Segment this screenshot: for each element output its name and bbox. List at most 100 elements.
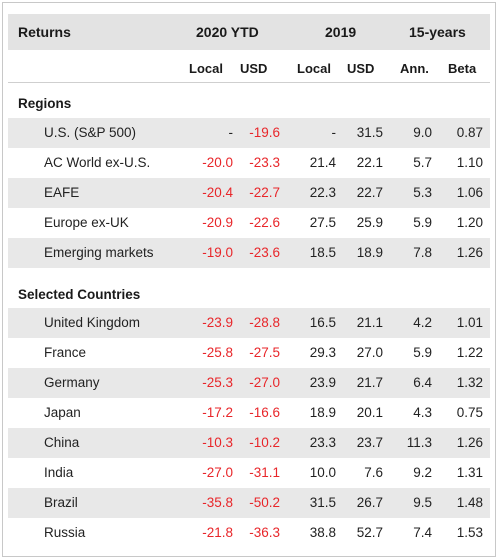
cell-y2019-local: 23.3 <box>309 435 336 450</box>
cell-y2019-usd: 31.5 <box>356 125 383 140</box>
cell-y2019-usd: 20.1 <box>356 405 383 420</box>
row-label: Emerging markets <box>44 245 154 260</box>
cell-ytd-usd: -23.6 <box>249 245 280 260</box>
cell-y2019-local: 21.4 <box>309 155 336 170</box>
cell-beta: 1.32 <box>456 375 483 390</box>
cell-beta: 1.26 <box>456 245 483 260</box>
cell-ytd-usd: -10.2 <box>249 435 280 450</box>
table-row: Brazil -35.8 -50.2 31.5 26.7 9.5 1.48 <box>8 488 490 518</box>
cell-ann: 5.9 <box>413 215 432 230</box>
row-label: Europe ex-UK <box>44 215 129 230</box>
cell-y2019-usd: 26.7 <box>356 495 383 510</box>
table-row: India -27.0 -31.1 10.0 7.6 9.2 1.31 <box>8 458 490 488</box>
cell-y2019-usd: 18.9 <box>356 245 383 260</box>
header-2019: 2019 <box>325 24 357 40</box>
cell-y2019-usd: 7.6 <box>364 465 383 480</box>
cell-ann: 9.5 <box>413 495 432 510</box>
cell-beta: 0.87 <box>456 125 483 140</box>
cell-y2019-local: 18.5 <box>309 245 336 260</box>
header-divider <box>8 82 490 83</box>
cell-ann: 9.2 <box>413 465 432 480</box>
subheader-2019-local: Local <box>297 61 331 76</box>
table-row: Emerging markets -19.0 -23.6 18.5 18.9 7.8 1.2… <box>8 238 490 268</box>
subheader-2019-usd: USD <box>347 61 375 76</box>
cell-ytd-local: -17.2 <box>202 405 233 420</box>
cell-ytd-local: -20.9 <box>202 215 233 230</box>
cell-ytd-local: -20.4 <box>202 185 233 200</box>
cell-y2019-usd: 21.1 <box>356 315 383 330</box>
subheader-beta: Beta <box>448 61 477 76</box>
cell-beta: 1.10 <box>456 155 483 170</box>
row-label: Brazil <box>44 495 78 510</box>
cell-ytd-local: -25.3 <box>202 375 233 390</box>
table-row: EAFE -20.4 -22.7 22.3 22.7 5.3 1.06 <box>8 178 490 208</box>
cell-ytd-usd: -36.3 <box>249 525 280 540</box>
table-row: France -25.8 -27.5 29.3 27.0 5.9 1.22 <box>8 338 490 368</box>
table-row: Germany -25.3 -27.0 23.9 21.7 6.4 1.32 <box>8 368 490 398</box>
row-label: Japan <box>44 405 81 420</box>
cell-ytd-usd: -27.5 <box>249 345 280 360</box>
cell-ann: 5.9 <box>413 345 432 360</box>
cell-y2019-local: - <box>331 125 337 140</box>
table-row: Russia -21.8 -36.3 38.8 52.7 7.4 1.53 <box>8 518 490 548</box>
table-row: AC World ex-U.S. -20.0 -23.3 21.4 22.1 5.7 1.1… <box>8 148 490 178</box>
cell-ytd-local: -21.8 <box>202 525 233 540</box>
cell-y2019-usd: 52.7 <box>356 525 383 540</box>
row-label: France <box>44 345 87 360</box>
cell-ann: 4.3 <box>413 405 432 420</box>
cell-ann: 5.3 <box>413 185 432 200</box>
cell-ytd-usd: -22.7 <box>249 185 280 200</box>
cell-y2019-local: 27.5 <box>309 215 336 230</box>
cell-ytd-usd: -19.6 <box>249 125 280 140</box>
row-label: Russia <box>44 525 86 540</box>
cell-y2019-local: 29.3 <box>309 345 336 360</box>
cell-y2019-usd: 27.0 <box>356 345 383 360</box>
cell-beta: 1.31 <box>456 465 483 480</box>
row-label: India <box>44 465 74 480</box>
cell-y2019-usd: 22.1 <box>356 155 383 170</box>
row-label: Germany <box>44 375 100 390</box>
cell-y2019-local: 22.3 <box>309 185 336 200</box>
cell-beta: 1.48 <box>456 495 483 510</box>
cell-ytd-local: -10.3 <box>202 435 233 450</box>
subheader-ytd-local: Local <box>189 61 223 76</box>
cell-ytd-usd: -28.8 <box>249 315 280 330</box>
cell-ann: 11.3 <box>406 435 432 450</box>
subheader-ann: Ann. <box>400 61 429 76</box>
cell-y2019-local: 18.9 <box>309 405 336 420</box>
cell-ytd-local: -19.0 <box>202 245 233 260</box>
cell-y2019-usd: 22.7 <box>356 185 383 200</box>
cell-ann: 7.8 <box>413 245 432 260</box>
cell-ann: 5.7 <box>413 155 432 170</box>
cell-ytd-usd: -27.0 <box>249 375 280 390</box>
table-row: Japan -17.2 -16.6 18.9 20.1 4.3 0.75 <box>8 398 490 428</box>
table-row: U.S. (S&P 500) - -19.6-31.5 9.0 0.87 <box>8 118 490 148</box>
cell-ytd-usd: -23.3 <box>249 155 280 170</box>
cell-ytd-local: -35.8 <box>202 495 233 510</box>
cell-y2019-usd: 25.9 <box>356 215 383 230</box>
cell-beta: 1.22 <box>456 345 483 360</box>
cell-beta: 1.01 <box>456 315 483 330</box>
cell-beta: 0.75 <box>456 405 483 420</box>
table-row: China -10.3 -10.2 23.3 23.7 11.3 1.26 <box>8 428 490 458</box>
cell-y2019-local: 23.9 <box>309 375 336 390</box>
cell-ytd-local: -23.9 <box>202 315 233 330</box>
row-label: United Kingdom <box>44 315 141 330</box>
table-row: Europe ex-UK -20.9 -22.6 27.5 25.9 5.9 1.20 <box>8 208 490 238</box>
cell-ytd-usd: -22.6 <box>249 215 280 230</box>
cell-ann: 7.4 <box>413 525 432 540</box>
section-title: Regions <box>18 96 72 111</box>
cell-ann: 4.2 <box>413 315 432 330</box>
cell-y2019-local: 31.5 <box>309 495 336 510</box>
cell-y2019-usd: 23.7 <box>356 435 383 450</box>
cell-ytd-local: -25.8 <box>202 345 233 360</box>
row-label: China <box>44 435 80 450</box>
table-row: United Kingdom -23.9 -28.8 16.5 21.1 4.2 1.01 <box>8 308 490 338</box>
section-title: Selected Countries <box>18 287 141 302</box>
cell-beta: 1.20 <box>456 215 483 230</box>
cell-beta: 1.26 <box>456 435 483 450</box>
header-band <box>8 14 490 50</box>
cell-ann: 6.4 <box>413 375 432 390</box>
header-15-years: 15-years <box>409 24 466 40</box>
cell-beta: 1.53 <box>456 525 483 540</box>
